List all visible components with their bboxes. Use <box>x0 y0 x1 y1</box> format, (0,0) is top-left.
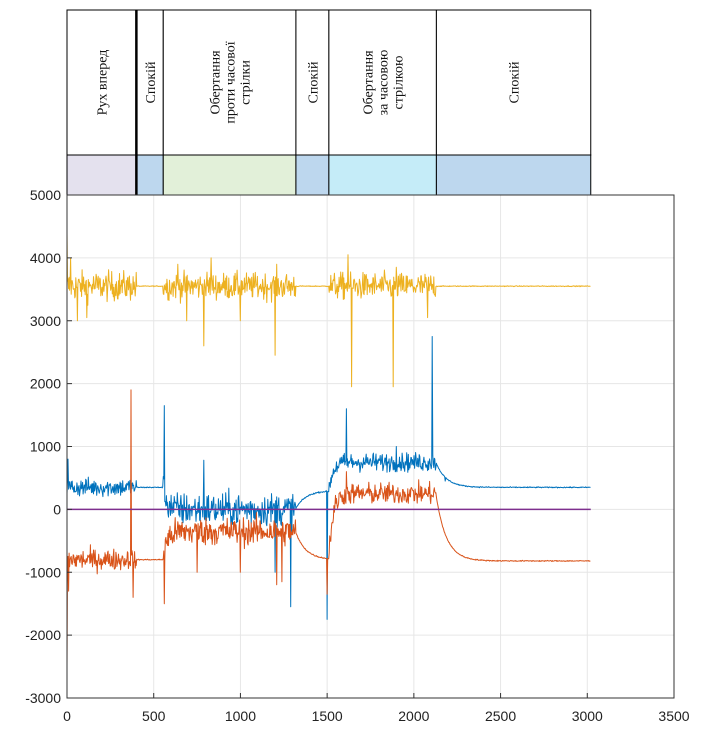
phase-label-1: Спокій <box>144 61 159 104</box>
x-tick-label-6: 3000 <box>572 708 603 724</box>
series-line-2 <box>66 389 591 667</box>
x-tick-label-5: 2500 <box>485 708 516 724</box>
phase-header: Рух вперед Спокій Обертанняпроти часовоїст… <box>66 9 592 196</box>
phase-label-5: Спокій <box>508 61 523 104</box>
phase-label-2: Обертанняпроти часовоїстрілки <box>209 41 254 123</box>
y-tick-label-6: 3000 <box>30 313 61 329</box>
phase-label-3: Спокій <box>306 61 321 104</box>
phase-label-4: Обертанняза часовоюстрілкою <box>362 50 407 116</box>
y-tick-label-5: 2000 <box>30 376 61 392</box>
y-tick-label-1: -2000 <box>25 627 61 643</box>
y-tick-label-3: 0 <box>53 501 61 517</box>
x-tick-label-2: 1000 <box>225 708 256 724</box>
series-line-0 <box>66 232 591 388</box>
y-tick-label-7: 4000 <box>30 250 61 266</box>
plot-series <box>66 232 591 667</box>
x-tick-label-1: 500 <box>142 708 166 724</box>
y-tick-label-2: -1000 <box>25 564 61 580</box>
phase-label-0: Рух вперед <box>96 50 111 116</box>
x-tick-label-4: 2000 <box>398 708 429 724</box>
x-tick-label-7: 3500 <box>658 708 689 724</box>
phase-cell-1 <box>135 9 164 156</box>
phase-cell-2 <box>162 9 297 156</box>
plot-grid <box>66 194 675 699</box>
phase-swatch-5 <box>435 154 592 196</box>
phase-swatch-0 <box>66 154 137 196</box>
y-tick-label-4: 1000 <box>30 439 61 455</box>
y-tick-label-0: -3000 <box>25 690 61 706</box>
phase-swatch-2 <box>162 154 297 196</box>
series-line-1 <box>66 336 591 620</box>
phase-swatch-1 <box>135 154 164 196</box>
x-tick-label-0: 0 <box>63 708 71 724</box>
phase-cell-4 <box>328 9 437 156</box>
x-tick-label-3: 1500 <box>312 708 343 724</box>
plot-axes: 0 500 1000 1500 2000 2500 3000 3500 -3000 -2000 -1… <box>25 187 690 724</box>
phase-cell-5 <box>435 9 592 156</box>
phase-cell-0 <box>66 9 137 156</box>
phase-swatch-3 <box>295 154 330 196</box>
phase-swatch-4 <box>328 154 437 196</box>
y-tick-label-8: 5000 <box>30 187 61 203</box>
